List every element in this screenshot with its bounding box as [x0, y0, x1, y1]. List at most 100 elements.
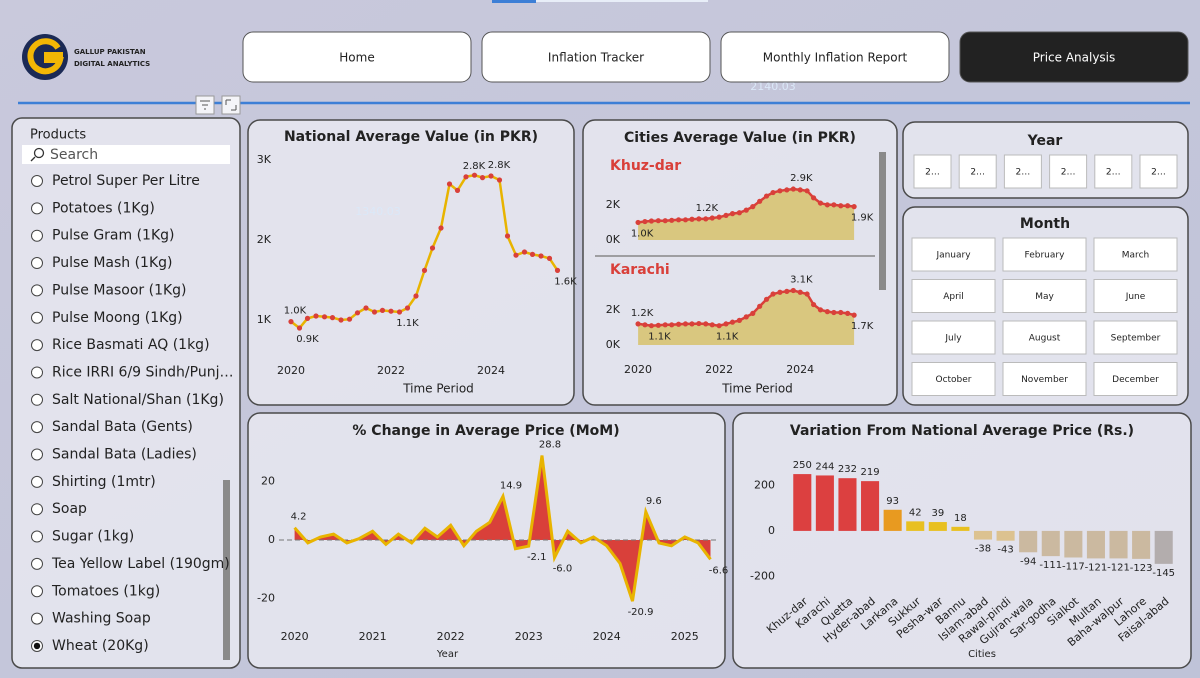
- month-label[interactable]: October: [935, 375, 971, 385]
- product-item[interactable]: Soap: [52, 501, 87, 517]
- nav-label[interactable]: Home: [339, 51, 374, 65]
- point: [797, 187, 803, 193]
- product-item[interactable]: Wheat (20Kg): [52, 638, 149, 654]
- month-button[interactable]: [1002, 320, 1087, 355]
- month-label[interactable]: December: [1112, 375, 1159, 385]
- nav-label[interactable]: Price Analysis: [1033, 51, 1116, 65]
- product-item[interactable]: Pulse Gram (1Kg): [52, 228, 175, 244]
- product-item[interactable]: Tea Yellow Label (190gm): [51, 556, 230, 572]
- month-label[interactable]: May: [1035, 292, 1054, 302]
- product-item[interactable]: Tomatoes (1kg): [51, 583, 160, 599]
- y-tick-label: 200: [754, 478, 775, 491]
- year-label[interactable]: 2…: [1151, 168, 1166, 178]
- radio[interactable]: [31, 229, 43, 242]
- x-tick-label: 2024: [477, 364, 505, 377]
- radio[interactable]: [31, 202, 43, 215]
- radio[interactable]: [31, 311, 43, 324]
- month-label[interactable]: April: [943, 292, 964, 302]
- month-label[interactable]: November: [1021, 375, 1068, 385]
- year-button[interactable]: [1139, 154, 1178, 189]
- focus-icon[interactable]: [221, 95, 241, 115]
- year-button[interactable]: [913, 154, 952, 189]
- month-button[interactable]: [1002, 362, 1087, 396]
- radio[interactable]: [31, 393, 43, 406]
- radio[interactable]: [31, 284, 43, 297]
- bar: [1019, 530, 1038, 553]
- month-label[interactable]: January: [935, 251, 971, 261]
- point: [736, 210, 742, 216]
- product-item[interactable]: Petrol Super Per Litre: [52, 173, 200, 189]
- year-button[interactable]: [1094, 154, 1133, 189]
- product-item[interactable]: Sandal Bata (Ladies): [52, 447, 197, 463]
- month-button[interactable]: [911, 279, 996, 313]
- radio[interactable]: [31, 448, 43, 461]
- nav-label[interactable]: Inflation Tracker: [548, 51, 644, 65]
- month-button[interactable]: [1002, 279, 1087, 313]
- radio[interactable]: [31, 530, 43, 543]
- nav-button[interactable]: [481, 31, 711, 83]
- product-item[interactable]: Sugar (1kg): [52, 529, 134, 545]
- radio[interactable]: [31, 339, 43, 352]
- y-tick-label: -20: [257, 592, 275, 605]
- radio[interactable]: [31, 612, 43, 625]
- month-button[interactable]: [1093, 320, 1178, 355]
- month-label[interactable]: September: [1111, 334, 1161, 344]
- radio[interactable]: [31, 421, 43, 434]
- month-label[interactable]: March: [1122, 251, 1149, 261]
- product-item[interactable]: Potatoes (1Kg): [52, 200, 155, 216]
- product-item[interactable]: Pulse Mash (1Kg): [52, 255, 173, 271]
- nav-label[interactable]: Monthly Inflation Report: [763, 51, 908, 65]
- point: [838, 203, 844, 209]
- year-label[interactable]: 2…: [970, 168, 985, 178]
- scrollbar[interactable]: [879, 152, 886, 290]
- month-label[interactable]: February: [1025, 251, 1066, 261]
- radio[interactable]: [31, 503, 43, 516]
- bar: [1086, 530, 1105, 559]
- radio[interactable]: [31, 585, 43, 598]
- month-button[interactable]: [1093, 237, 1178, 272]
- product-item[interactable]: Washing Soap: [52, 611, 151, 627]
- logo-text: DIGITAL ANALYTICS: [74, 60, 150, 68]
- radio[interactable]: [31, 175, 43, 187]
- radio[interactable]: [31, 557, 43, 570]
- point: [777, 289, 783, 295]
- radio[interactable]: [31, 257, 43, 270]
- product-item[interactable]: Rice Basmati AQ (1kg): [52, 337, 210, 353]
- nav-button[interactable]: [720, 31, 950, 83]
- year-button[interactable]: [1049, 154, 1088, 189]
- product-item[interactable]: Sandal Bata (Gents): [52, 419, 193, 435]
- point: [824, 202, 830, 208]
- product-item[interactable]: Pulse Moong (1Kg): [52, 310, 183, 326]
- search-box[interactable]: [22, 145, 230, 164]
- month-button[interactable]: [911, 362, 996, 396]
- month-button[interactable]: [1002, 237, 1087, 272]
- point: [669, 217, 675, 223]
- point: [396, 309, 403, 315]
- point: [538, 253, 544, 259]
- month-button[interactable]: [1093, 362, 1178, 396]
- year-button[interactable]: [1003, 154, 1042, 189]
- month-button[interactable]: [1093, 279, 1178, 313]
- y-tick-label: 2K: [606, 198, 621, 211]
- nav-button[interactable]: [242, 31, 472, 83]
- product-item[interactable]: Shirting (1mtr): [52, 474, 156, 490]
- radio[interactable]: [31, 366, 43, 379]
- month-label[interactable]: July: [944, 334, 962, 344]
- year-label[interactable]: 2…: [1106, 168, 1121, 178]
- radio[interactable]: [31, 475, 43, 488]
- product-item[interactable]: Rice IRRI 6/9 Sindh/Punj…: [52, 364, 233, 380]
- scrollbar[interactable]: [223, 480, 230, 660]
- nav-button[interactable]: [959, 31, 1189, 83]
- year-button[interactable]: [958, 154, 997, 189]
- product-item[interactable]: Salt National/Shan (1Kg): [52, 392, 224, 408]
- point: [831, 309, 837, 316]
- data-label: 1.7K: [851, 321, 874, 332]
- year-label[interactable]: 2…: [1061, 168, 1076, 178]
- year-label[interactable]: 2…: [1016, 168, 1031, 178]
- product-item[interactable]: Pulse Masoor (1Kg): [52, 282, 187, 298]
- year-label[interactable]: 2…: [925, 168, 940, 178]
- month-label[interactable]: August: [1029, 334, 1061, 344]
- month-label[interactable]: June: [1125, 292, 1146, 302]
- month-button[interactable]: [911, 320, 996, 355]
- month-button[interactable]: [911, 237, 996, 272]
